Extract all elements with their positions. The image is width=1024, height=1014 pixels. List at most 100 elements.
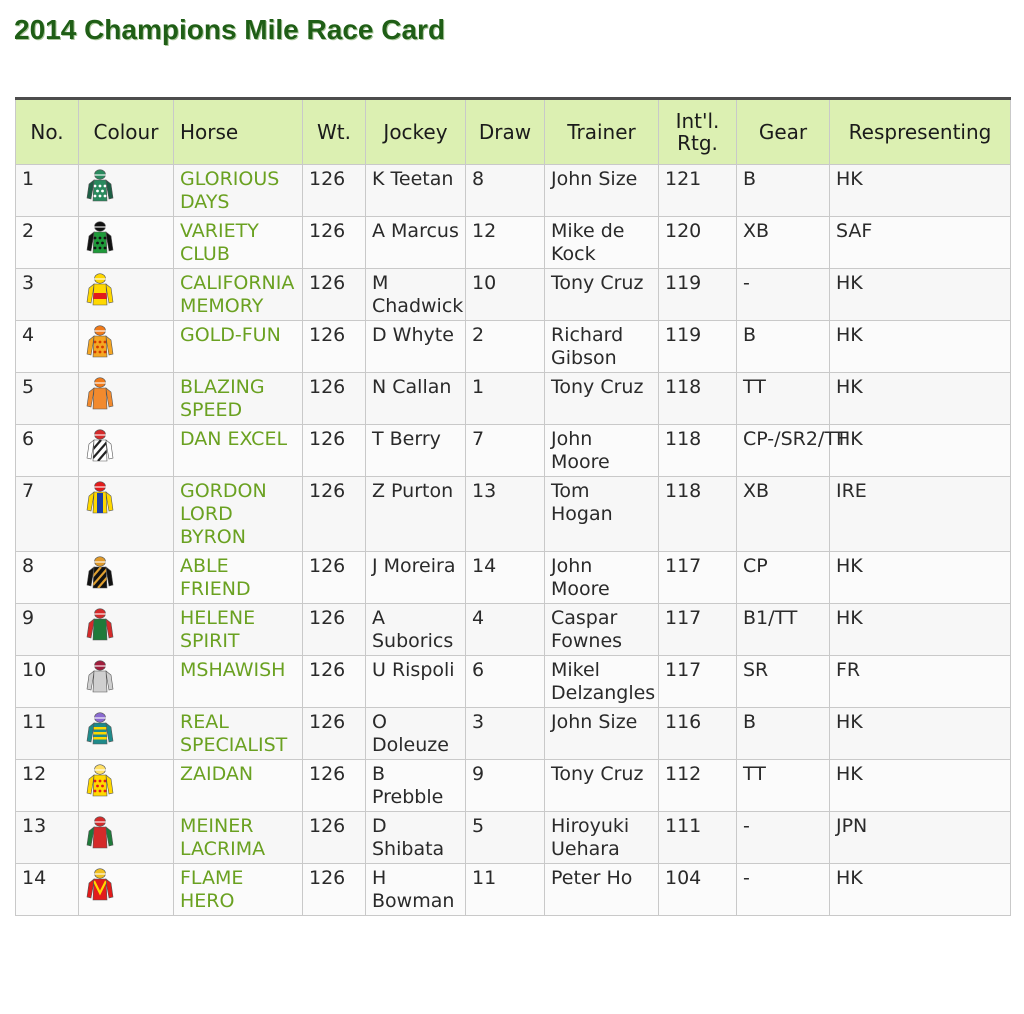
weight: 126 (302, 164, 366, 217)
draw-number: 9 (465, 759, 545, 812)
cell-number: 8 (15, 551, 79, 604)
weight: 126 (302, 372, 366, 425)
jockey-name: A Marcus (365, 216, 466, 269)
jockey-silks-icon (86, 556, 114, 589)
gear: - (736, 811, 830, 864)
header-weight: Wt. (302, 98, 366, 165)
rating: 118 (658, 476, 737, 552)
colour-cell (78, 372, 174, 425)
draw-number: 12 (465, 216, 545, 269)
trainer-name: Richard Gibson (544, 320, 659, 373)
weight: 126 (302, 759, 366, 812)
cell-number: 14 (15, 863, 79, 916)
gear: TT (736, 372, 830, 425)
colour-cell (78, 655, 174, 708)
header-representing: Respresenting (829, 98, 1011, 165)
table-row: 14 FLAME HERO 126 H Bowman 11 Peter Ho 104- HK (15, 863, 1011, 916)
rating: 119 (658, 320, 737, 373)
race-card-table: No. Colour Horse Wt. Jockey Draw Trainer… (15, 97, 1011, 916)
table-row: 10 MSHAWISH 126 U Rispoli 6 Mikel Delzangles… (15, 655, 1011, 708)
gear: - (736, 268, 830, 321)
horse-name: HELENE SPIRIT (173, 603, 303, 656)
horse-name: GOLD-FUN (173, 320, 303, 373)
rating: 119 (658, 268, 737, 321)
draw-number: 5 (465, 811, 545, 864)
rating: 117 (658, 603, 737, 656)
draw-number: 4 (465, 603, 545, 656)
representing: HK (829, 551, 1011, 604)
horse-name: MEINER LACRIMA (173, 811, 303, 864)
cell-number: 11 (15, 707, 79, 760)
trainer-name: Mike de Kock (544, 216, 659, 269)
table-row: 7 GORDON LORD BYRON 126 Z Purton 13 Tom Hoga… (15, 476, 1011, 552)
draw-number: 14 (465, 551, 545, 604)
representing: HK (829, 707, 1011, 760)
weight: 126 (302, 551, 366, 604)
draw-number: 13 (465, 476, 545, 552)
horse-name: ZAIDAN (173, 759, 303, 812)
trainer-name: John Size (544, 164, 659, 217)
colour-cell (78, 811, 174, 864)
gear: TT (736, 759, 830, 812)
gear: CP (736, 551, 830, 604)
cell-number: 10 (15, 655, 79, 708)
draw-number: 6 (465, 655, 545, 708)
trainer-name: Tony Cruz (544, 268, 659, 321)
gear: B (736, 164, 830, 217)
colour-cell (78, 551, 174, 604)
weight: 126 (302, 655, 366, 708)
gear: XB (736, 476, 830, 552)
header-draw: Draw (465, 98, 545, 165)
colour-cell (78, 164, 174, 217)
horse-name: VARIETY CLUB (173, 216, 303, 269)
header-no: No. (15, 98, 79, 165)
jockey-silks-icon (86, 608, 114, 641)
draw-number: 10 (465, 268, 545, 321)
cell-number: 13 (15, 811, 79, 864)
jockey-silks-icon (86, 377, 114, 410)
colour-cell (78, 476, 174, 552)
cell-number: 2 (15, 216, 79, 269)
rating: 121 (658, 164, 737, 217)
representing: HK (829, 759, 1011, 812)
jockey-silks-icon (86, 816, 114, 849)
colour-cell (78, 216, 174, 269)
table-row: 13 MEINER LACRIMA 126 D Shibata 5 Hiroyuki U… (15, 811, 1011, 864)
representing: FR (829, 655, 1011, 708)
table-row: 4 GOLD-FUN 126 D Whyte 2 Richard Gibson 119 B H… (15, 320, 1011, 373)
horse-name: BLAZING SPEED (173, 372, 303, 425)
table-row: 3 CALIFORNIA MEMORY 126 M Chadwick 10 Tony C… (15, 268, 1011, 321)
colour-cell (78, 268, 174, 321)
jockey-silks-icon (86, 169, 114, 202)
jockey-silks-icon (86, 712, 114, 745)
table-row: 9 HELENE SPIRIT 126 A Suborics 4 Caspar Fown… (15, 603, 1011, 656)
jockey-name: N Callan (365, 372, 466, 425)
trainer-name: John Moore (544, 424, 659, 477)
weight: 126 (302, 268, 366, 321)
trainer-name: Tony Cruz (544, 372, 659, 425)
representing: HK (829, 268, 1011, 321)
representing: JPN (829, 811, 1011, 864)
horse-name: CALIFORNIA MEMORY (173, 268, 303, 321)
draw-number: 3 (465, 707, 545, 760)
cell-number: 3 (15, 268, 79, 321)
table-row: 5 BLAZING SPEED 126 N Callan 1 Tony Cruz 118 T… (15, 372, 1011, 425)
table-row: 1 GLORIOUS DAYS 126 K Teetan 8 John Size 121 B… (15, 164, 1011, 217)
horse-name: FLAME HERO (173, 863, 303, 916)
draw-number: 11 (465, 863, 545, 916)
jockey-silks-icon (86, 429, 114, 462)
trainer-name: Tony Cruz (544, 759, 659, 812)
draw-number: 2 (465, 320, 545, 373)
jockey-name: J Moreira (365, 551, 466, 604)
header-gear: Gear (736, 98, 830, 165)
cell-number: 12 (15, 759, 79, 812)
colour-cell (78, 603, 174, 656)
colour-cell (78, 759, 174, 812)
jockey-silks-icon (86, 764, 114, 797)
colour-cell (78, 863, 174, 916)
jockey-name: O Doleuze (365, 707, 466, 760)
cell-number: 1 (15, 164, 79, 217)
jockey-name: K Teetan (365, 164, 466, 217)
weight: 126 (302, 863, 366, 916)
rating: 104 (658, 863, 737, 916)
